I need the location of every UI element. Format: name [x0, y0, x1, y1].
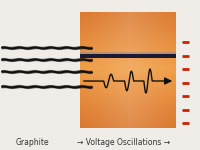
Bar	[80, 26, 176, 29]
Bar	[80, 55, 176, 58]
Bar	[80, 12, 176, 15]
Bar	[94, 12, 99, 128]
Bar	[80, 52, 176, 54]
Bar	[114, 12, 118, 128]
Bar	[85, 12, 90, 128]
Bar	[80, 35, 176, 38]
Bar	[80, 90, 176, 93]
Bar	[171, 12, 176, 128]
Bar	[80, 116, 176, 119]
Bar	[80, 15, 176, 18]
Bar	[109, 12, 114, 128]
Bar	[80, 102, 176, 104]
Bar	[80, 64, 176, 67]
Bar	[80, 113, 176, 116]
Bar	[80, 84, 176, 87]
Bar	[80, 54, 176, 58]
Bar	[80, 29, 176, 32]
Bar	[80, 52, 176, 55]
Bar	[80, 99, 176, 102]
Bar	[80, 125, 176, 128]
Bar	[80, 104, 176, 107]
Bar	[80, 61, 176, 64]
Bar	[80, 18, 176, 21]
Bar	[80, 96, 176, 99]
Bar	[80, 73, 176, 75]
Text: → Voltage Oscillations →: → Voltage Oscillations →	[77, 138, 171, 147]
Bar	[128, 12, 133, 128]
Bar	[118, 12, 123, 128]
Bar	[80, 107, 176, 110]
Bar	[166, 12, 171, 128]
Bar	[80, 70, 176, 73]
Bar	[80, 24, 176, 26]
Bar	[80, 119, 176, 122]
Bar	[162, 12, 166, 128]
Bar	[80, 50, 176, 52]
Bar	[80, 78, 176, 81]
Text: Graphite: Graphite	[15, 138, 49, 147]
Bar	[80, 47, 176, 50]
Bar	[99, 12, 104, 128]
Bar	[80, 81, 176, 84]
Bar	[80, 32, 176, 35]
Bar	[138, 12, 142, 128]
Bar	[80, 38, 176, 41]
Bar	[80, 41, 176, 44]
Bar	[142, 12, 147, 128]
Bar	[80, 44, 176, 47]
Bar	[90, 12, 94, 128]
Bar	[80, 21, 176, 24]
Bar	[80, 67, 176, 70]
Bar	[80, 122, 176, 125]
Bar	[152, 12, 157, 128]
Bar	[147, 12, 152, 128]
Bar	[133, 12, 138, 128]
Bar	[80, 75, 176, 78]
Bar	[80, 93, 176, 96]
Bar	[80, 58, 176, 61]
Bar	[123, 12, 128, 128]
Bar	[80, 110, 176, 113]
Bar	[157, 12, 162, 128]
Bar	[104, 12, 109, 128]
Bar	[80, 87, 176, 90]
Bar	[80, 12, 85, 128]
